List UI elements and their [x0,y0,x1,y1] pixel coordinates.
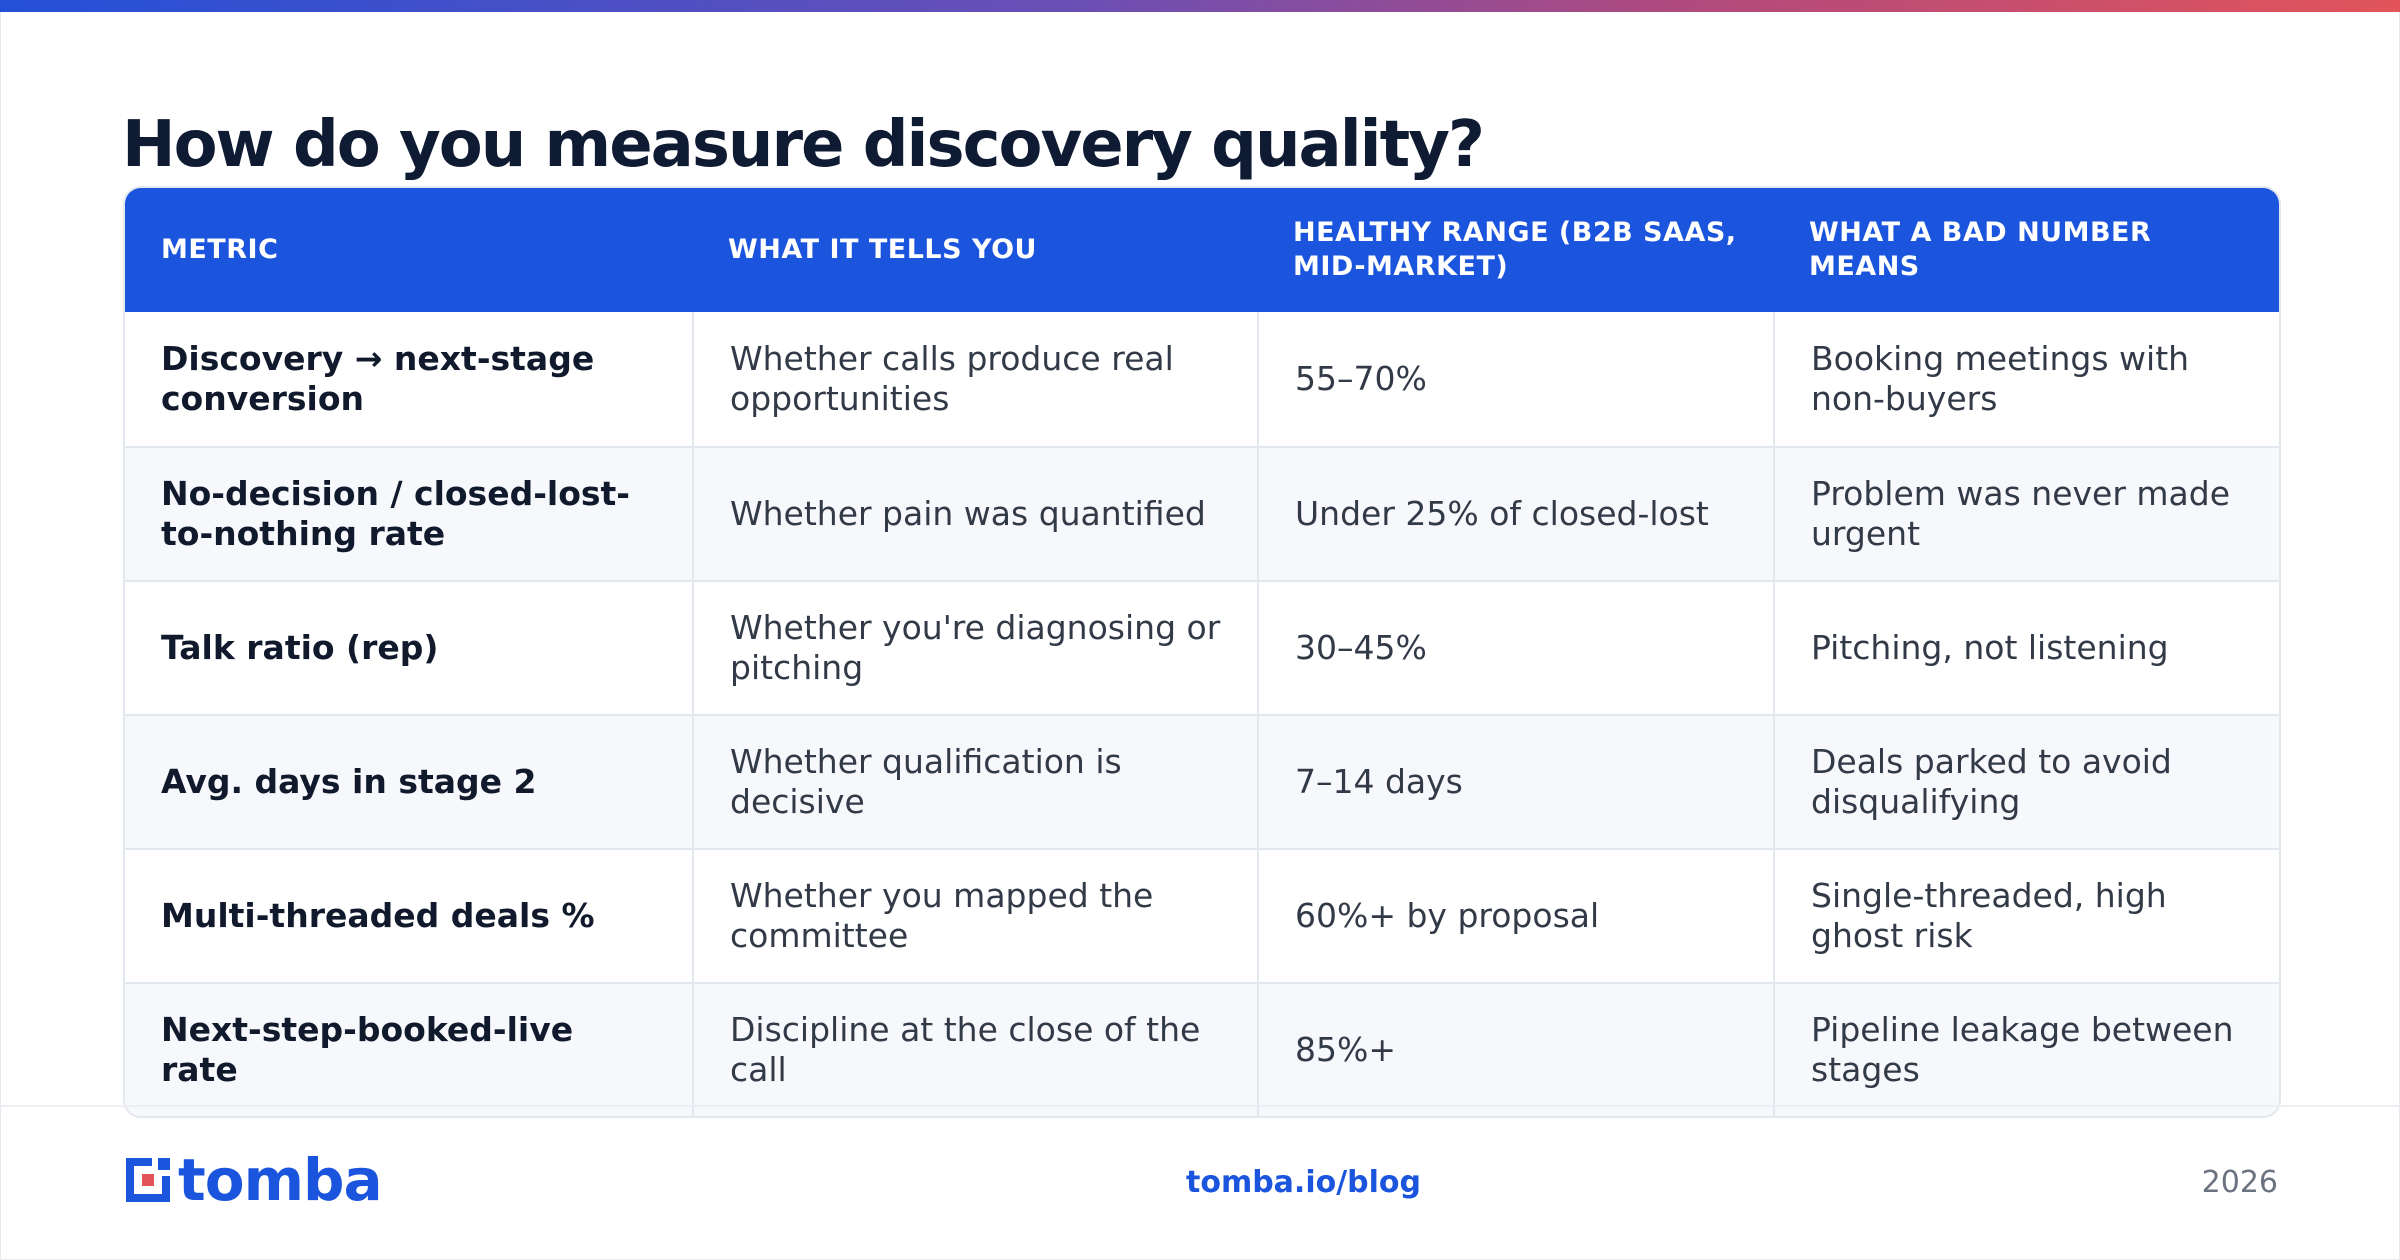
table-row: Avg. days in stage 2 Whether qualificati… [125,714,2279,848]
cell-what-it-tells: Whether qualification is decisive [692,716,1257,848]
table-row: Next-step-booked-live rate Discipline at… [125,982,2279,1116]
tomba-logo-icon [126,1158,170,1202]
cell-healthy-range: 30–45% [1257,582,1773,714]
cell-healthy-range: 55–70% [1257,312,1773,446]
tomba-logo[interactable]: tomba [122,1146,383,1214]
cell-what-it-tells: Whether you mapped the committee [692,850,1257,982]
cell-metric: Talk ratio (rep) [161,628,439,667]
table-row: Discovery → next-stage conversion Whethe… [125,312,2279,446]
cell-healthy-range: 7–14 days [1257,716,1773,848]
cell-bad-number: Deals parked to avoid disqualifying [1773,716,2279,848]
cell-bad-number: Single-threaded, high ghost risk [1773,850,2279,982]
header-bad-number: WHAT A BAD NUMBER MEANS [1809,217,2152,282]
table-row: Talk ratio (rep) Whether you're diagnosi… [125,580,2279,714]
cell-healthy-range: Under 25% of closed-lost [1257,448,1773,580]
header-healthy-range: HEALTHY RANGE (B2B SAAS, MID-MARKET) [1293,217,1737,282]
gradient-top-bar [0,0,2400,12]
metrics-table: METRIC WHAT IT TELLS YOU HEALTHY RANGE (… [123,186,2281,1118]
cell-what-it-tells: Discipline at the close of the call [692,984,1257,1116]
cell-healthy-range: 85%+ [1257,984,1773,1116]
cell-what-it-tells: Whether calls produce real opportunities [692,312,1257,446]
table-row: No-decision / closed-lost-to-nothing rat… [125,446,2279,580]
cell-metric: No-decision / closed-lost-to-nothing rat… [161,474,630,553]
cell-metric: Next-step-booked-live rate [161,1010,574,1089]
header-what-it-tells: WHAT IT TELLS YOU [728,234,1037,265]
cell-metric: Multi-threaded deals % [161,896,595,935]
cell-bad-number: Booking meetings with non-buyers [1773,312,2279,446]
cell-bad-number: Pitching, not listening [1773,582,2279,714]
footer-year: 2026 [2201,1165,2278,1200]
table-header: METRIC WHAT IT TELLS YOU HEALTHY RANGE (… [125,188,2279,312]
logo-wordmark: tomba [178,1146,383,1214]
page-title: How do you measure discovery quality? [122,108,1485,182]
footer-divider [0,1105,2400,1107]
cell-metric: Avg. days in stage 2 [161,762,537,801]
cell-bad-number: Problem was never made urgent [1773,448,2279,580]
cell-what-it-tells: Whether you're diagnosing or pitching [692,582,1257,714]
cell-what-it-tells: Whether pain was quantified [692,448,1257,580]
cell-healthy-range: 60%+ by proposal [1257,850,1773,982]
cell-bad-number: Pipeline leakage between stages [1773,984,2279,1116]
blog-link[interactable]: tomba.io/blog [1186,1165,1422,1200]
cell-metric: Discovery → next-stage conversion [161,339,595,418]
table-row: Multi-threaded deals % Whether you mappe… [125,848,2279,982]
header-metric: METRIC [161,234,279,265]
